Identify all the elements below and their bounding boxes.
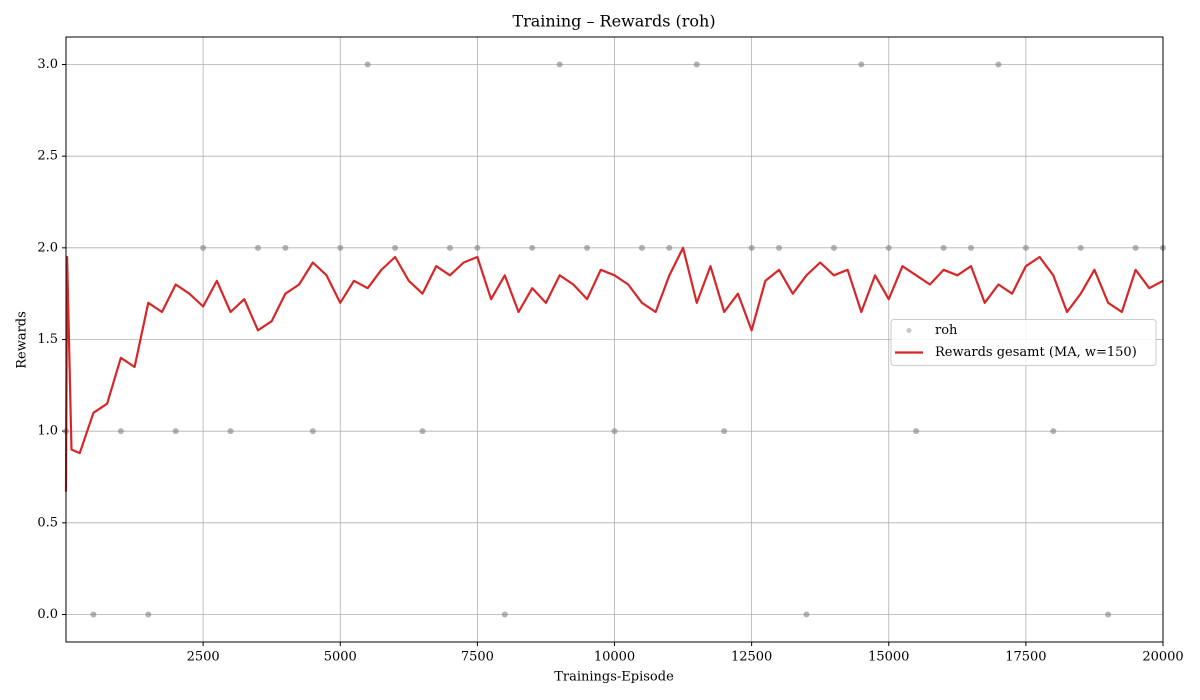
legend: roh Rewards gesamt (MA, w=150) (890, 319, 1157, 366)
x-tick-label: 2500 (187, 650, 220, 665)
raw-point (968, 244, 975, 251)
legend-box (890, 319, 1157, 366)
raw-point (501, 611, 508, 618)
legend-marker (906, 328, 912, 333)
y-tick-label: 1.5 (37, 332, 58, 347)
raw-point (666, 244, 673, 251)
raw-point (254, 244, 261, 251)
y-tick-label: 0.5 (37, 515, 58, 530)
chart-title: Training – Rewards (roh) (512, 12, 715, 31)
x-tick-label: 17500 (1005, 650, 1046, 665)
raw-point (117, 428, 124, 435)
raw-point (90, 611, 97, 618)
raw-point (1132, 244, 1139, 251)
raw-point (885, 244, 892, 251)
raw-point (940, 244, 947, 251)
raw-point (419, 428, 426, 435)
raw-point (776, 244, 783, 251)
raw-point (611, 428, 618, 435)
x-tick-label: 12500 (731, 650, 772, 665)
y-tick-label: 1.0 (37, 424, 58, 439)
raw-point (309, 428, 316, 435)
x-tick-label: 7500 (461, 650, 494, 665)
raw-point (748, 244, 755, 251)
raw-point (1050, 428, 1057, 435)
y-axis-label: Rewards (15, 311, 30, 369)
raw-point (227, 428, 234, 435)
raw-point (392, 244, 399, 251)
plot-frame (65, 36, 1164, 643)
raw-point (1105, 611, 1112, 618)
y-tick-label: 2.0 (37, 240, 58, 255)
x-tick-label: 10000 (594, 650, 635, 665)
x-tick-label: 15000 (868, 650, 909, 665)
raw-point (145, 611, 152, 618)
y-tick-label: 3.0 (37, 57, 58, 72)
raw-point (1077, 244, 1084, 251)
raw-point (995, 61, 1002, 68)
raw-point (693, 61, 700, 68)
raw-point (200, 244, 207, 251)
ma-line (64, 246, 1164, 492)
legend-label: roh (935, 323, 958, 338)
raw-point (803, 611, 810, 618)
raw-point (1022, 244, 1029, 251)
raw-point (337, 244, 344, 251)
raw-point (364, 61, 371, 68)
raw-point (474, 244, 481, 251)
raw-point (446, 244, 453, 251)
raw-point (584, 244, 591, 251)
raw-point (721, 428, 728, 435)
raw-point (556, 61, 563, 68)
x-tick-label: 5000 (324, 650, 357, 665)
x-tick-label: 20000 (1142, 650, 1183, 665)
raw-point (830, 244, 837, 251)
raw-point (529, 244, 536, 251)
raw-point (913, 428, 920, 435)
raw-point (638, 244, 645, 251)
legend-label: Rewards gesamt (MA, w=150) (935, 345, 1137, 360)
raw-point (282, 244, 289, 251)
raw-point (172, 428, 179, 435)
x-axis-label: Trainings-Episode (554, 670, 674, 685)
y-tick-label: 2.5 (37, 149, 58, 164)
raw-point (858, 61, 865, 68)
y-tick-label: 0.0 (37, 607, 58, 622)
